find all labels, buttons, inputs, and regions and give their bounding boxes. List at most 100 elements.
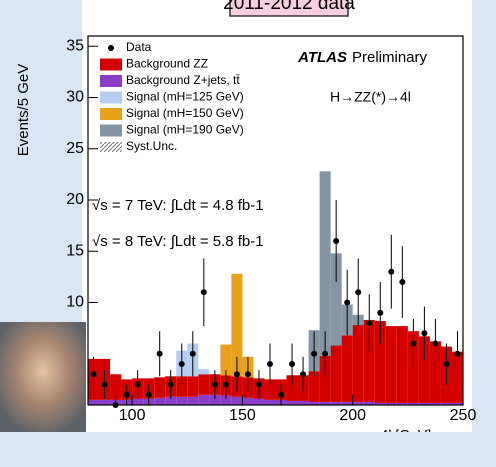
data-point xyxy=(300,371,307,378)
y-tick-label: 30 xyxy=(66,89,84,106)
histogram-bar xyxy=(209,394,221,405)
histogram-bar xyxy=(374,402,386,405)
histogram-bar xyxy=(253,398,265,405)
histogram-bar xyxy=(429,402,441,405)
data-point xyxy=(432,340,439,347)
legend-label: Background ZZ xyxy=(126,57,208,71)
data-point xyxy=(233,371,240,378)
lumi: √s = 8 TeV: ∫Ldt = 5.8 fb-1 xyxy=(92,233,264,250)
legend-swatch xyxy=(100,75,122,87)
legend-label: Signal (mH=125 GeV) xyxy=(126,90,244,104)
legend-label: Signal (mH=150 GeV) xyxy=(126,106,244,120)
legend-label: Signal (mH=190 GeV) xyxy=(126,123,244,137)
y-tick-label: 10 xyxy=(66,294,84,311)
data-point xyxy=(289,361,296,367)
legend-swatch xyxy=(100,142,122,152)
data-point xyxy=(410,340,417,347)
histogram-bar xyxy=(319,401,331,405)
histogram-bar xyxy=(429,341,441,403)
data-point xyxy=(145,391,152,398)
data-point xyxy=(255,381,262,388)
histogram-bar xyxy=(341,401,353,405)
banner-box xyxy=(229,0,349,17)
histogram-bar xyxy=(88,399,100,405)
data-point xyxy=(311,350,318,357)
legend-label: Syst.Unc. xyxy=(126,139,177,153)
histogram-bar xyxy=(363,319,375,402)
histogram-bar xyxy=(187,396,199,405)
data-point xyxy=(90,371,97,378)
legend-swatch xyxy=(100,124,122,137)
histogram-bar xyxy=(418,402,430,405)
legend-swatch xyxy=(100,58,122,71)
histogram-bar xyxy=(286,375,298,401)
data-point xyxy=(244,371,251,378)
plot-frame xyxy=(87,35,464,406)
histogram-bar xyxy=(198,374,210,395)
y-axis-label: Events/5 GeV xyxy=(15,64,32,157)
data-point xyxy=(178,361,185,367)
histogram-bar xyxy=(132,398,144,405)
status: Preliminary xyxy=(352,49,428,66)
data-point xyxy=(134,381,141,388)
data-point xyxy=(222,381,229,388)
data-point xyxy=(278,391,285,398)
histogram-bar xyxy=(198,394,210,405)
histogram-bar xyxy=(198,369,210,375)
data-point xyxy=(156,350,163,357)
histogram-bar xyxy=(451,402,463,405)
data-point xyxy=(200,289,207,296)
histogram-bar xyxy=(231,396,243,405)
process: H→ZZ(*)→4l xyxy=(330,89,411,105)
histogram-bar xyxy=(396,402,408,405)
legend-label: Background Z+jets, tt̄ xyxy=(126,73,240,87)
y-tick-label: 35 xyxy=(66,37,84,54)
histogram-bar xyxy=(308,401,320,405)
histogram-bar xyxy=(451,351,463,403)
data-point xyxy=(388,268,395,275)
y-tick-label: 25 xyxy=(66,140,84,157)
data-point xyxy=(211,381,218,388)
data-point xyxy=(167,381,174,388)
legend-label: Data xyxy=(126,40,152,54)
histogram-bar xyxy=(264,399,276,405)
histogram-bar xyxy=(165,396,177,405)
data-point xyxy=(189,350,196,357)
histogram-bar xyxy=(385,402,397,405)
banner: 2011-2012 data xyxy=(223,0,355,14)
x-tick-label: 100 xyxy=(119,407,146,424)
data-point xyxy=(399,279,406,285)
histogram-bar xyxy=(363,401,375,405)
data-point xyxy=(266,361,273,367)
histogram-bar xyxy=(418,336,430,403)
histogram-bar xyxy=(110,374,122,400)
histogram-bar xyxy=(264,379,276,400)
data-point xyxy=(355,289,362,296)
histogram-bar xyxy=(396,326,408,403)
histogram-bar xyxy=(286,400,298,405)
data-point xyxy=(101,381,108,388)
histogram-bar xyxy=(341,335,353,402)
histogram-bar xyxy=(385,326,397,403)
histogram-bar xyxy=(330,253,342,346)
data-point xyxy=(443,361,450,367)
histogram-bar xyxy=(220,344,232,376)
histogram-bar xyxy=(154,397,166,405)
histogram-bar xyxy=(242,397,254,405)
histogram-bar xyxy=(297,400,309,405)
histogram-bar xyxy=(308,371,320,402)
data-point xyxy=(421,330,428,337)
data-point xyxy=(377,309,384,316)
x-tick-label: 150 xyxy=(229,407,256,424)
y-tick-label: 15 xyxy=(66,242,84,259)
lumi: √s = 7 TeV: ∫Ldt = 4.8 fb-1 xyxy=(92,197,264,214)
histogram-bar xyxy=(319,171,331,356)
data-point xyxy=(366,320,373,326)
legend-swatch xyxy=(100,91,122,104)
legend-swatch xyxy=(100,108,122,120)
histogram-bar xyxy=(319,355,331,402)
histogram-bar xyxy=(176,376,188,397)
histogram-bar xyxy=(407,402,419,405)
data-point xyxy=(333,238,340,244)
histogram-bar xyxy=(374,320,386,403)
